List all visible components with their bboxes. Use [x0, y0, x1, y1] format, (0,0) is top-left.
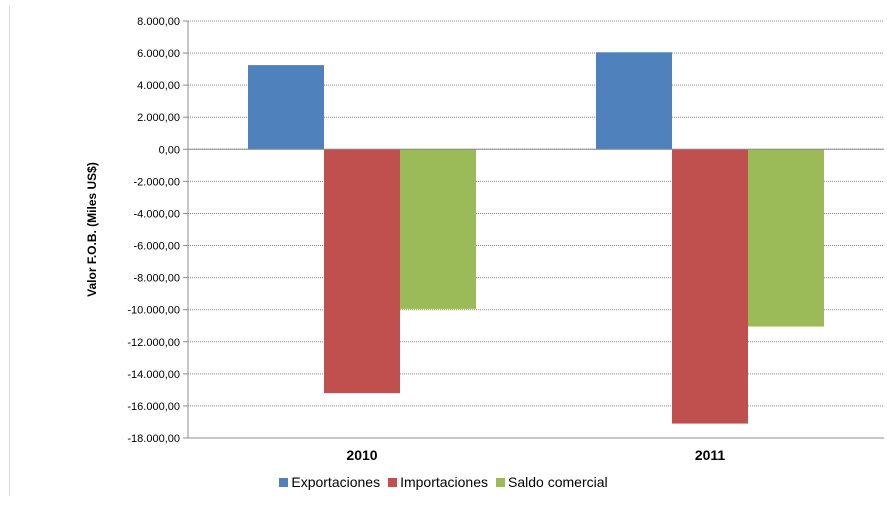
y-tick-label: 2.000,00	[137, 112, 180, 124]
bar-exportaciones-2011	[596, 52, 672, 150]
x-tick-label: 2011	[695, 447, 726, 463]
y-tick-label: 4.000,00	[137, 80, 180, 92]
y-tick-label: -8.000,00	[134, 273, 180, 285]
y-tick-label: -18.000,00	[127, 433, 180, 445]
chart-legend: Exportaciones Importaciones Saldo comerc…	[0, 474, 887, 490]
legend-item-saldo-comercial: Saldo comercial	[496, 474, 608, 490]
bar-chart-svg: 8.000,00 6.000,00 4.000,00 2.000,00 0,00 -2.0…	[85, 16, 884, 463]
y-tick-label: -16.000,00	[127, 401, 180, 413]
y-tick-label: -12.000,00	[127, 337, 180, 349]
x-tick-label: 2010	[346, 447, 377, 463]
legend-swatch-exportaciones	[279, 477, 289, 487]
legend-swatch-saldo-comercial	[496, 477, 506, 487]
y-axis-title: Valor F.O.B. (Miles US$)	[85, 162, 99, 297]
y-tick-label: -2.000,00	[134, 176, 180, 188]
legend-item-exportaciones: Exportaciones	[279, 474, 380, 490]
chart-frame-line	[9, 6, 10, 496]
y-tick-label: -4.000,00	[134, 208, 180, 220]
bar-saldo-comercial-2011	[748, 149, 824, 327]
legend-item-importaciones: Importaciones	[388, 474, 488, 490]
y-tick-label: -10.000,00	[127, 305, 180, 317]
y-tick-label: -6.000,00	[134, 241, 180, 253]
bar-exportaciones-2010	[248, 65, 324, 150]
y-tick-label: 8.000,00	[137, 16, 180, 28]
bar-importaciones-2011	[672, 149, 748, 424]
bar-saldo-comercial-2010	[400, 149, 476, 309]
y-tick-label: -14.000,00	[127, 369, 180, 381]
legend-label-importaciones: Importaciones	[400, 474, 489, 490]
y-tick-label: 0,00	[159, 144, 180, 156]
legend-swatch-importaciones	[388, 477, 398, 487]
legend-label-exportaciones: Exportaciones	[291, 474, 381, 490]
legend-label-saldo-comercial: Saldo comercial	[508, 474, 608, 490]
bar-importaciones-2010	[324, 149, 400, 394]
y-tick-label: 6.000,00	[137, 48, 180, 60]
